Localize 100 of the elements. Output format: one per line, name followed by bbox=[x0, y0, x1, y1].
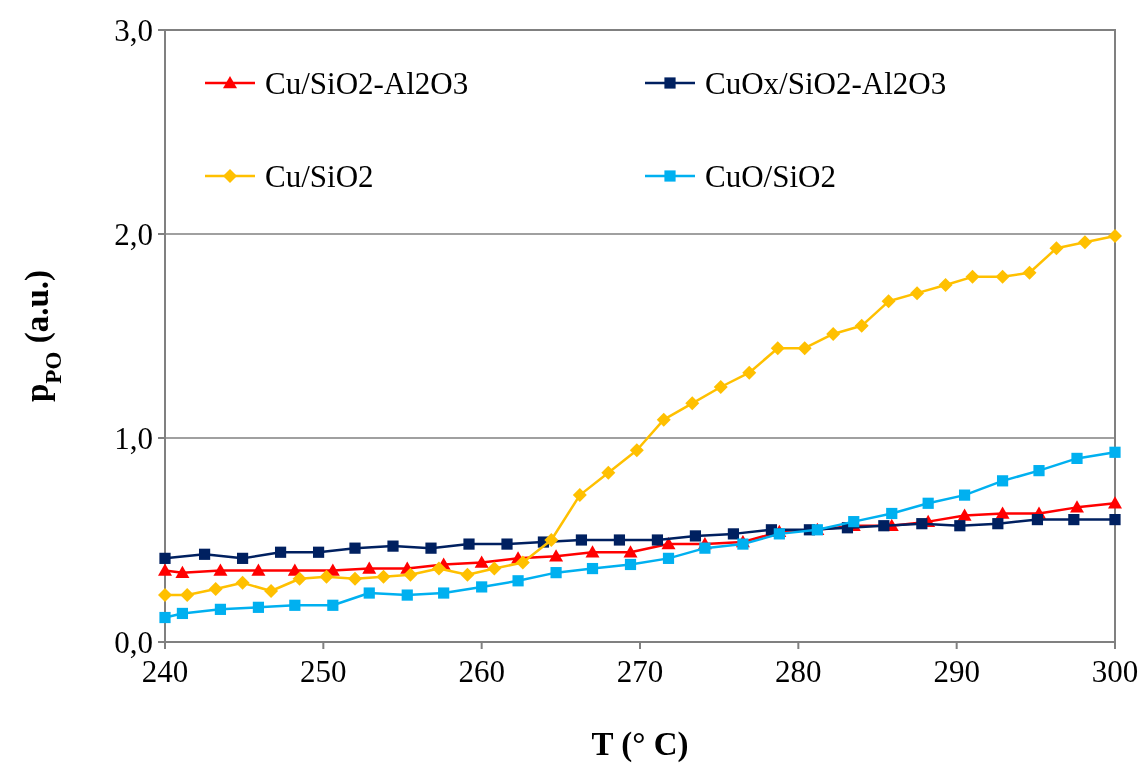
point bbox=[910, 286, 925, 301]
point bbox=[1070, 500, 1084, 513]
point bbox=[387, 540, 399, 552]
legend-label: CuOx/SiO2-Al2O3 bbox=[705, 65, 947, 101]
point bbox=[431, 561, 446, 576]
point bbox=[886, 507, 898, 520]
point bbox=[476, 581, 488, 593]
point bbox=[881, 294, 896, 309]
point bbox=[544, 533, 559, 547]
point bbox=[1068, 514, 1080, 526]
point bbox=[1071, 452, 1083, 464]
point bbox=[995, 506, 1010, 519]
x-tick-label: 290 bbox=[933, 654, 980, 689]
point bbox=[623, 545, 638, 558]
point bbox=[251, 563, 266, 576]
point bbox=[515, 555, 530, 570]
point bbox=[651, 534, 664, 546]
point bbox=[312, 546, 325, 558]
point bbox=[995, 269, 1010, 284]
point bbox=[512, 575, 524, 587]
point bbox=[348, 571, 362, 586]
point bbox=[213, 563, 228, 576]
point bbox=[613, 534, 626, 546]
point bbox=[158, 563, 172, 576]
point bbox=[1031, 514, 1044, 526]
point bbox=[292, 571, 307, 586]
point bbox=[713, 380, 728, 394]
point bbox=[742, 365, 757, 380]
point bbox=[438, 587, 450, 599]
point bbox=[854, 318, 869, 333]
point bbox=[958, 489, 971, 501]
point bbox=[586, 562, 599, 575]
x-tick-label: 250 bbox=[300, 654, 347, 689]
point bbox=[214, 603, 227, 615]
point bbox=[236, 552, 249, 564]
x-tick-label: 260 bbox=[458, 654, 505, 689]
point bbox=[159, 552, 171, 564]
point bbox=[550, 567, 562, 579]
point bbox=[878, 520, 890, 532]
x-axis-title: T (° C) bbox=[591, 726, 689, 763]
point bbox=[252, 601, 265, 613]
point bbox=[460, 567, 475, 582]
point bbox=[1022, 265, 1037, 280]
point bbox=[349, 542, 361, 554]
point bbox=[362, 561, 377, 574]
point bbox=[274, 546, 287, 558]
point bbox=[954, 520, 966, 532]
point bbox=[158, 588, 172, 603]
y-tick-label: 3,0 bbox=[114, 12, 153, 48]
point bbox=[689, 530, 702, 542]
point bbox=[922, 497, 934, 509]
point bbox=[1109, 514, 1121, 526]
point bbox=[727, 528, 740, 540]
y-tick-label: 2,0 bbox=[114, 216, 153, 252]
point bbox=[327, 599, 339, 611]
point bbox=[957, 508, 972, 521]
point bbox=[176, 607, 189, 620]
point bbox=[685, 396, 700, 411]
x-tick-label: 270 bbox=[616, 654, 664, 689]
point bbox=[624, 558, 637, 571]
point bbox=[487, 561, 502, 576]
point bbox=[289, 599, 301, 611]
point bbox=[585, 545, 600, 558]
point bbox=[463, 538, 475, 550]
point bbox=[1108, 496, 1122, 509]
point bbox=[1033, 465, 1045, 477]
point bbox=[319, 569, 334, 584]
point bbox=[916, 518, 928, 530]
point bbox=[965, 269, 980, 284]
point bbox=[1109, 446, 1121, 458]
point bbox=[656, 412, 671, 427]
legend-label: Cu/SiO2-Al2O3 bbox=[265, 65, 469, 101]
point bbox=[938, 278, 953, 292]
point bbox=[180, 588, 195, 603]
point bbox=[826, 326, 841, 341]
y-tick-label: 1,0 bbox=[114, 420, 153, 456]
point bbox=[773, 528, 785, 540]
point bbox=[159, 611, 171, 624]
point bbox=[175, 565, 190, 578]
point bbox=[198, 548, 211, 560]
point bbox=[629, 443, 644, 458]
legend-label: Cu/SiO2 bbox=[265, 158, 374, 194]
point bbox=[1108, 229, 1122, 244]
point bbox=[575, 534, 588, 546]
point bbox=[376, 569, 391, 584]
point bbox=[474, 555, 489, 568]
point bbox=[1049, 241, 1064, 256]
point bbox=[403, 567, 418, 582]
point bbox=[1077, 235, 1092, 250]
point bbox=[992, 518, 1004, 530]
point bbox=[264, 584, 279, 598]
point bbox=[501, 538, 513, 550]
point bbox=[770, 341, 785, 356]
legend-label: CuO/SiO2 bbox=[705, 158, 836, 194]
point bbox=[662, 552, 675, 564]
point bbox=[235, 575, 250, 590]
x-tick-label: 300 bbox=[1091, 654, 1139, 689]
point bbox=[699, 542, 711, 554]
point bbox=[797, 341, 812, 356]
x-tick-label: 280 bbox=[775, 654, 822, 689]
